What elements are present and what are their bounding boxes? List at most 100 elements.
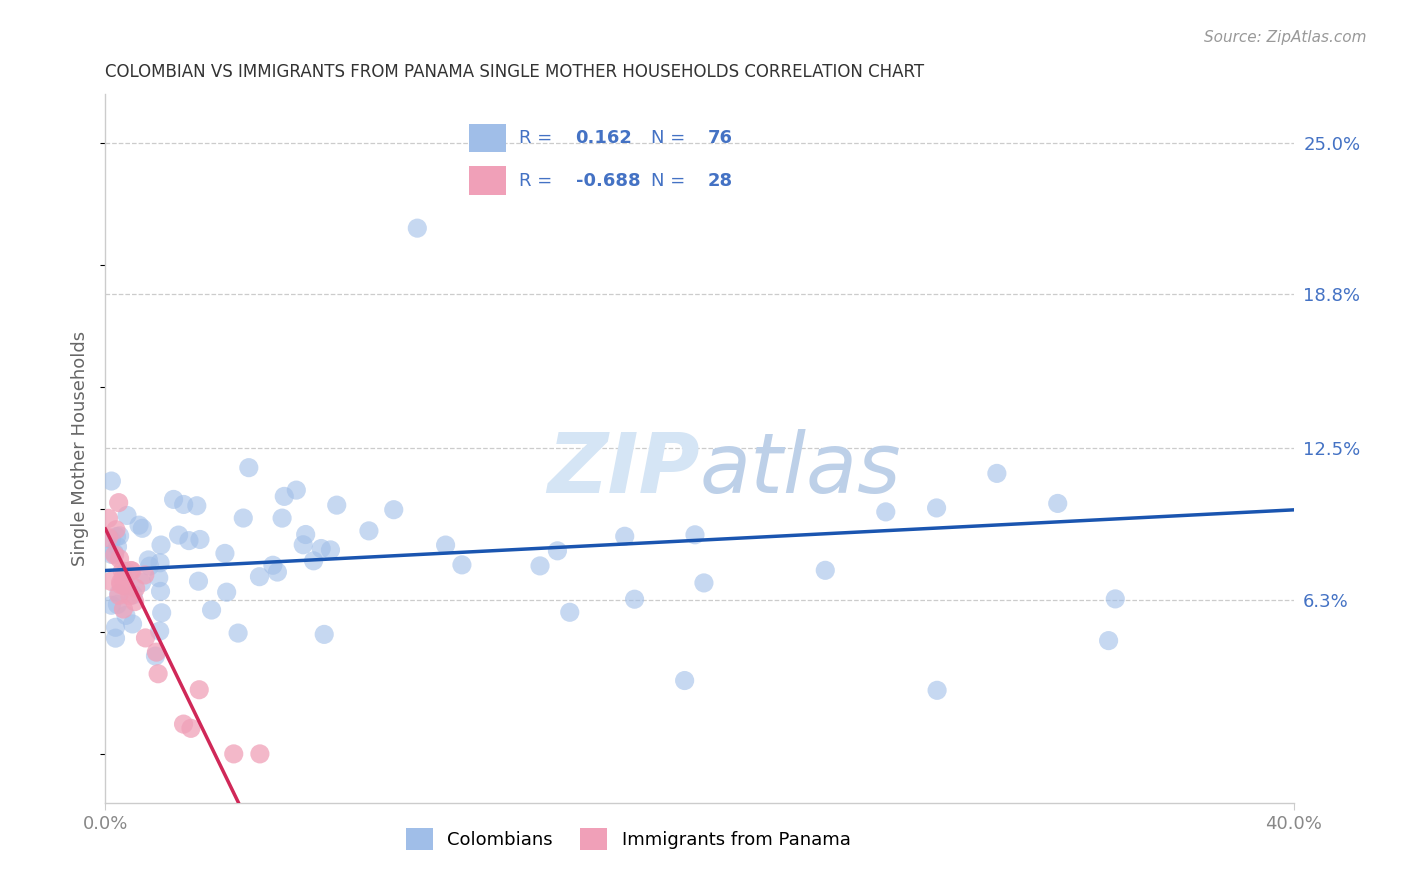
Point [107, 540, 129, 554]
Legend: Colombians, Immigrants from Panama: Colombians, Immigrants from Panama [399, 822, 858, 857]
Point [222, 747, 245, 761]
Point [693, 576, 716, 591]
Point [314, 627, 336, 641]
Point [173, 717, 195, 731]
Point [100, 474, 122, 488]
Point [134, 568, 156, 582]
Text: ZIP: ZIP [547, 429, 700, 510]
Point [200, 603, 222, 617]
Point [1046, 496, 1069, 510]
Point [238, 460, 260, 475]
Point [249, 570, 271, 584]
Point [187, 574, 209, 589]
Point [131, 521, 153, 535]
Point [100, 533, 122, 547]
Point [104, 631, 127, 645]
Point [146, 666, 169, 681]
Point [107, 586, 129, 600]
Point [186, 499, 208, 513]
Point [149, 556, 172, 570]
Point [149, 584, 172, 599]
Point [111, 564, 134, 578]
Point [108, 551, 131, 566]
Point [273, 489, 295, 503]
Point [927, 683, 949, 698]
Point [188, 682, 211, 697]
Y-axis label: Single Mother Households: Single Mother Households [72, 331, 90, 566]
Point [110, 575, 132, 590]
Point [1097, 633, 1119, 648]
Point [100, 599, 122, 613]
Point [266, 565, 288, 579]
Point [134, 631, 156, 645]
Point [145, 645, 167, 659]
Point [558, 605, 581, 619]
Point [326, 498, 349, 512]
Point [105, 530, 128, 544]
Point [112, 602, 135, 616]
Point [167, 528, 190, 542]
Point [128, 518, 150, 533]
Point [319, 542, 342, 557]
Point [249, 747, 271, 761]
Point [120, 564, 142, 578]
Point [103, 546, 125, 560]
Point [986, 467, 1008, 481]
Point [673, 673, 696, 688]
Point [271, 511, 294, 525]
Point [108, 529, 131, 543]
Point [100, 547, 122, 561]
Point [294, 527, 316, 541]
Point [188, 533, 211, 547]
Point [180, 722, 202, 736]
Text: atlas: atlas [700, 429, 901, 510]
Point [138, 553, 160, 567]
Point [162, 492, 184, 507]
Point [613, 529, 636, 543]
Point [115, 508, 138, 523]
Point [107, 495, 129, 509]
Point [683, 528, 706, 542]
Point [529, 558, 551, 573]
Point [115, 565, 138, 579]
Point [112, 579, 135, 593]
Point [214, 546, 236, 560]
Point [121, 616, 143, 631]
Point [406, 221, 429, 235]
Point [122, 588, 145, 602]
Point [232, 511, 254, 525]
Point [285, 483, 308, 497]
Point [173, 498, 195, 512]
Point [623, 592, 645, 607]
Point [382, 502, 405, 516]
Point [150, 538, 173, 552]
Point [814, 563, 837, 577]
Point [148, 571, 170, 585]
Text: COLOMBIAN VS IMMIGRANTS FROM PANAMA SINGLE MOTHER HOUSEHOLDS CORRELATION CHART: COLOMBIAN VS IMMIGRANTS FROM PANAMA SING… [105, 63, 925, 81]
Point [97, 531, 120, 545]
Point [138, 559, 160, 574]
Point [1104, 591, 1126, 606]
Point [215, 585, 238, 599]
Point [309, 541, 332, 556]
Point [262, 558, 284, 573]
Point [434, 538, 457, 552]
Point [546, 544, 568, 558]
Point [145, 649, 167, 664]
Text: Source: ZipAtlas.com: Source: ZipAtlas.com [1204, 30, 1367, 45]
Point [124, 594, 146, 608]
Point [104, 548, 127, 562]
Point [104, 523, 127, 537]
Point [875, 505, 897, 519]
Point [100, 574, 122, 589]
Point [177, 533, 200, 548]
Point [105, 598, 128, 612]
Point [115, 608, 138, 623]
Point [97, 511, 120, 525]
Point [118, 589, 141, 603]
Point [302, 554, 325, 568]
Point [226, 626, 249, 640]
Point [110, 578, 132, 592]
Point [149, 624, 172, 639]
Point [124, 581, 146, 595]
